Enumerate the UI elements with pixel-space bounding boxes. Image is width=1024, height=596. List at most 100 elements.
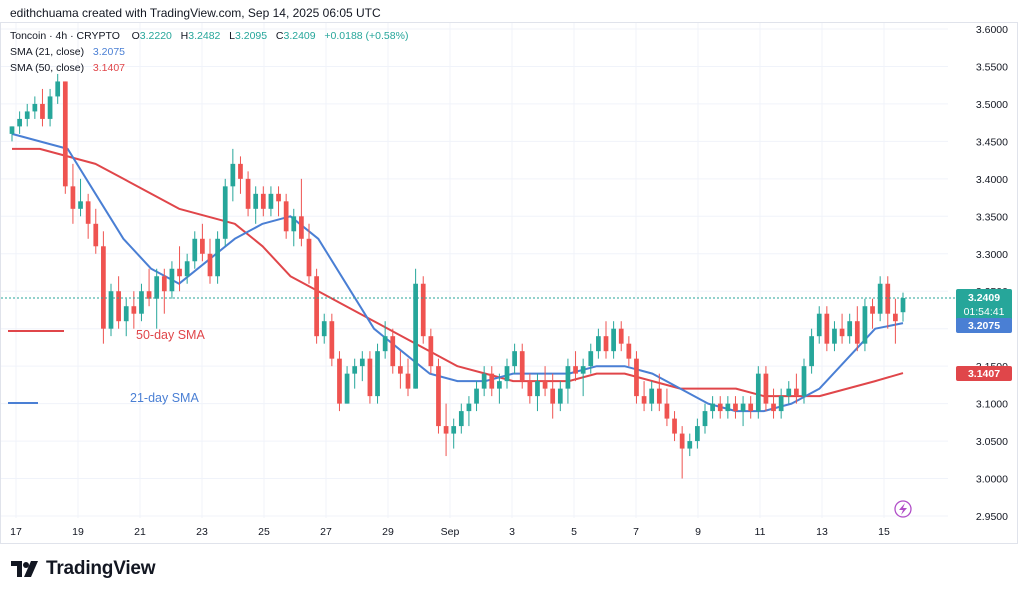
candle bbox=[794, 373, 799, 404]
candle bbox=[123, 298, 129, 337]
tradingview-logo-icon bbox=[11, 561, 38, 577]
y-tick-label: 3.3000 bbox=[976, 249, 1008, 261]
candle bbox=[588, 343, 594, 374]
candle-body bbox=[47, 96, 53, 119]
candle-body bbox=[474, 388, 479, 404]
candle-body bbox=[824, 313, 830, 344]
candle bbox=[230, 148, 236, 202]
candle-body bbox=[428, 336, 434, 367]
candle bbox=[733, 396, 738, 419]
candle bbox=[458, 403, 464, 434]
candle bbox=[398, 351, 403, 389]
grid bbox=[1, 23, 948, 518]
candle bbox=[847, 313, 853, 344]
candle bbox=[717, 396, 723, 419]
candle-body bbox=[512, 351, 517, 367]
candle-body bbox=[710, 403, 715, 412]
badge-sma21: 3.2075 bbox=[968, 320, 1000, 332]
candle-body bbox=[367, 358, 373, 397]
candle-body bbox=[215, 238, 220, 277]
candle-body bbox=[359, 358, 365, 367]
sma21-annotation: 21-day SMA bbox=[130, 391, 199, 405]
candle-body bbox=[70, 186, 76, 209]
candle bbox=[62, 81, 68, 194]
x-tick-label: 9 bbox=[695, 526, 701, 538]
lightning-icon[interactable] bbox=[894, 500, 912, 518]
candle bbox=[481, 366, 487, 397]
candle-body bbox=[436, 366, 441, 427]
candle-body bbox=[337, 358, 342, 404]
candle-body bbox=[717, 403, 723, 412]
candle bbox=[215, 231, 220, 284]
candle bbox=[17, 111, 22, 134]
candle-body bbox=[85, 201, 91, 224]
legend-ohlc-row: Toncoin · 4h · CRYPTO O3.2220 H3.2482 L3… bbox=[10, 28, 408, 44]
candle bbox=[710, 396, 715, 419]
symbol-title[interactable]: Toncoin · 4h · CRYPTO bbox=[10, 30, 120, 42]
candle bbox=[337, 351, 342, 412]
candle-body bbox=[550, 388, 556, 404]
chart-area[interactable] bbox=[0, 22, 1018, 544]
candle-body bbox=[618, 328, 624, 344]
y-tick-label: 3.5000 bbox=[976, 99, 1008, 111]
candle bbox=[78, 178, 83, 217]
badge-sma50: 3.1407 bbox=[968, 368, 1000, 380]
candle-body bbox=[382, 336, 388, 352]
candle bbox=[862, 298, 868, 352]
candle-body bbox=[641, 396, 647, 404]
candle-body bbox=[725, 403, 731, 412]
candle bbox=[801, 358, 807, 404]
close-label: C bbox=[275, 30, 284, 42]
legend-sma21-row[interactable]: SMA (21, close) 3.2075 bbox=[10, 44, 408, 60]
candle-body bbox=[458, 411, 464, 427]
candle-body bbox=[253, 193, 259, 209]
candle bbox=[824, 306, 830, 352]
candle bbox=[603, 321, 609, 359]
candle bbox=[763, 366, 769, 412]
candle-body bbox=[78, 201, 83, 209]
x-axis: 17 19 21 23 25 27 29 Sep 3 5 7 9 11 13 15 bbox=[10, 526, 890, 538]
candle-body bbox=[557, 388, 563, 404]
candle-body bbox=[230, 163, 236, 187]
sma50-line bbox=[12, 147, 904, 398]
candle bbox=[740, 396, 746, 427]
candle-body bbox=[108, 291, 114, 329]
sma50-annotation: 50-day SMA bbox=[136, 328, 205, 342]
candle-body bbox=[299, 216, 304, 239]
candle-body bbox=[405, 373, 411, 389]
tradingview-logo[interactable]: TradingView bbox=[10, 558, 156, 580]
candle-body bbox=[101, 246, 106, 329]
candle-body bbox=[809, 336, 814, 367]
candle bbox=[778, 388, 784, 419]
candle bbox=[611, 321, 616, 359]
candle bbox=[443, 403, 449, 457]
candle-body bbox=[481, 373, 487, 389]
candle bbox=[177, 246, 182, 292]
chart-legend: Toncoin · 4h · CRYPTO O3.2220 H3.2482 L3… bbox=[10, 28, 408, 76]
high-value: 3.2482 bbox=[188, 30, 221, 42]
x-tick-label: 15 bbox=[878, 526, 890, 538]
candle bbox=[276, 186, 281, 217]
candle bbox=[672, 411, 677, 442]
candle bbox=[314, 268, 319, 344]
candle bbox=[413, 268, 418, 389]
candle-body bbox=[200, 238, 205, 254]
legend-sma50-row[interactable]: SMA (50, close) 3.1407 bbox=[10, 60, 408, 76]
candle bbox=[557, 381, 563, 412]
candle bbox=[154, 268, 160, 329]
x-tick-label: 7 bbox=[633, 526, 639, 538]
candle-body bbox=[832, 328, 837, 344]
candle-body bbox=[131, 306, 137, 314]
candle-body bbox=[55, 81, 61, 97]
y-tick-label: 2.9500 bbox=[976, 511, 1008, 523]
change-value: +0.0188 (+0.58%) bbox=[324, 30, 409, 42]
x-tick-label: 23 bbox=[196, 526, 208, 538]
candle-body bbox=[184, 261, 190, 277]
candle bbox=[573, 351, 578, 382]
candle bbox=[268, 186, 274, 217]
candle-body bbox=[664, 403, 670, 419]
x-tick-label: 25 bbox=[258, 526, 270, 538]
candle bbox=[321, 313, 327, 344]
candle-body bbox=[847, 321, 853, 337]
